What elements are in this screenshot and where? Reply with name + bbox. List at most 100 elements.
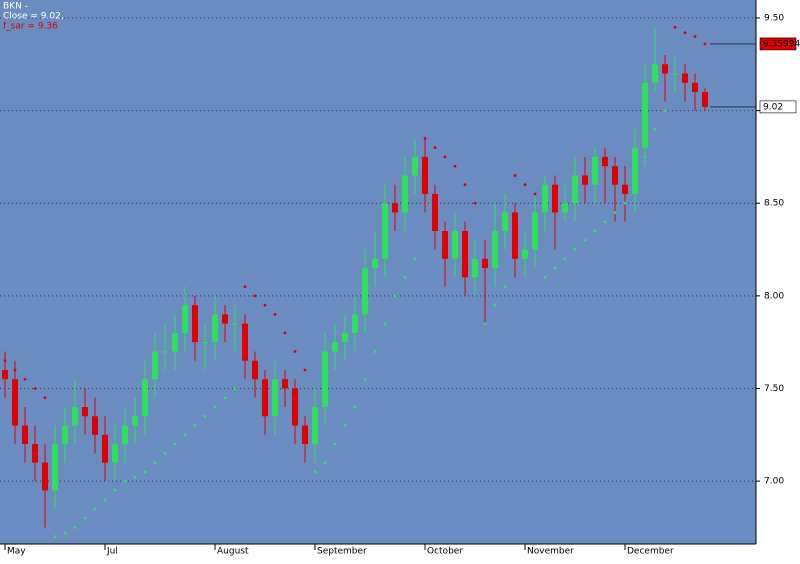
sar-dot	[693, 35, 697, 38]
candle-body	[612, 166, 618, 185]
sar-dot	[613, 211, 617, 214]
candle-body	[352, 314, 358, 333]
candle-body	[322, 351, 328, 408]
sar-dot	[33, 387, 37, 390]
candle-body	[492, 231, 498, 269]
sar-dot	[563, 257, 567, 261]
x-tick-label: December	[627, 547, 674, 557]
candle-body	[222, 314, 228, 324]
candle-body	[602, 156, 608, 167]
sar-dot	[463, 183, 467, 187]
sar-dot	[403, 275, 407, 279]
candle-body	[312, 407, 318, 445]
sar-dot	[483, 322, 487, 326]
sar-dot	[643, 155, 647, 159]
sar-dot	[453, 164, 457, 168]
candle-body	[182, 305, 188, 333]
sar-dot	[603, 220, 607, 224]
candle-body	[102, 434, 108, 463]
y-axis-panel	[756, 0, 800, 564]
candle-body	[52, 444, 58, 491]
candle-body	[582, 175, 588, 185]
sar-dot	[143, 470, 147, 474]
sar-dot	[363, 377, 367, 381]
sar-dot	[233, 387, 237, 390]
candle-body	[32, 444, 38, 463]
candle-body	[342, 332, 348, 343]
sar-dot	[273, 312, 277, 316]
sar-dot	[353, 405, 357, 409]
sar-dot	[3, 359, 7, 363]
candle-body	[642, 82, 648, 148]
sar-dot	[443, 155, 447, 159]
sar-dot	[223, 396, 227, 400]
candle-body	[42, 462, 48, 491]
sar-dot	[163, 451, 167, 455]
legend-text: f_sar = 9.36	[3, 22, 58, 32]
sar-dot	[153, 461, 157, 464]
candle-body	[82, 407, 88, 417]
candle-body	[232, 323, 238, 325]
x-tick-label: October	[427, 547, 463, 557]
candle-body	[412, 156, 418, 176]
y-tick-label: 9.50	[764, 13, 784, 23]
y-tick-label: 8.50	[764, 199, 784, 209]
candle-body	[162, 351, 168, 353]
candle-body	[532, 212, 538, 250]
candle-body	[632, 147, 638, 194]
candle-body	[302, 425, 308, 445]
sar-dot	[133, 476, 137, 479]
sar-dot	[683, 31, 687, 35]
sar-dot	[593, 229, 597, 233]
candle-body	[472, 258, 478, 278]
candle-body	[292, 388, 298, 426]
legend-text: BKN -	[3, 2, 28, 12]
candle-body	[122, 425, 128, 445]
candle-body	[192, 305, 198, 343]
sar-dot	[103, 498, 107, 502]
sar-dot	[283, 331, 287, 335]
candle-body	[512, 212, 518, 259]
y-tick-label: 8.00	[764, 291, 784, 301]
sar-dot	[473, 201, 477, 205]
sar-dot	[543, 275, 547, 279]
sar-dot	[243, 285, 247, 288]
x-tick-label: September	[317, 547, 367, 557]
sar-dot	[43, 396, 47, 400]
x-tick-label: May	[7, 547, 26, 557]
y-tick-label: 7.50	[764, 384, 784, 394]
candle-body	[212, 314, 218, 343]
sar-dot	[213, 405, 217, 409]
sar-dot	[423, 136, 427, 140]
candle-body	[372, 258, 378, 269]
candle-body	[562, 203, 568, 213]
sar-dot	[623, 201, 627, 205]
sar-dot	[333, 442, 337, 446]
last-value-label: 9.02	[763, 102, 783, 112]
sar-dot	[123, 479, 127, 483]
sar-dot	[373, 350, 377, 353]
sar-dot	[393, 294, 397, 298]
candle-body	[442, 231, 448, 259]
last-value-box	[759, 100, 797, 114]
sar-dot	[253, 294, 257, 298]
y-tick-label: 7.00	[764, 477, 784, 487]
sar-dot	[83, 516, 87, 520]
candle-body	[462, 231, 468, 278]
sar-dot	[553, 266, 557, 270]
sar-dot	[93, 507, 97, 511]
candle-body	[702, 92, 708, 107]
candle-body	[272, 379, 278, 417]
candle-body	[172, 332, 178, 352]
sar-dot	[323, 461, 327, 464]
sar-dot	[673, 25, 677, 29]
candle-body	[692, 82, 698, 93]
candle-body	[72, 407, 78, 426]
sar-dot	[63, 531, 67, 535]
candle-body	[62, 425, 68, 445]
sar-dot	[303, 368, 307, 372]
candle-body	[152, 351, 158, 380]
sar-dot	[493, 303, 497, 307]
candle-body	[282, 379, 288, 389]
sar-dot	[293, 350, 297, 353]
